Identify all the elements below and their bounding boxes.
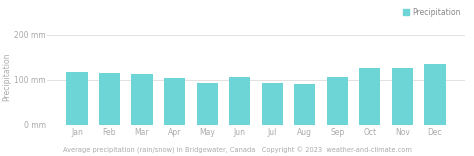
- Bar: [262, 83, 283, 125]
- Bar: [197, 83, 218, 125]
- Bar: [66, 72, 88, 125]
- Bar: [164, 78, 185, 125]
- Bar: [229, 77, 250, 125]
- Legend: Precipitation: Precipitation: [403, 8, 461, 17]
- Bar: [99, 73, 120, 125]
- Bar: [359, 68, 381, 125]
- Y-axis label: Precipitation: Precipitation: [3, 52, 11, 101]
- Bar: [294, 84, 315, 125]
- Bar: [131, 73, 153, 125]
- Bar: [424, 64, 446, 125]
- Bar: [327, 77, 348, 125]
- Text: Average precipitation (rain/snow) in Bridgewater, Canada   Copyright © 2023  wea: Average precipitation (rain/snow) in Bri…: [63, 147, 411, 154]
- Bar: [392, 68, 413, 125]
